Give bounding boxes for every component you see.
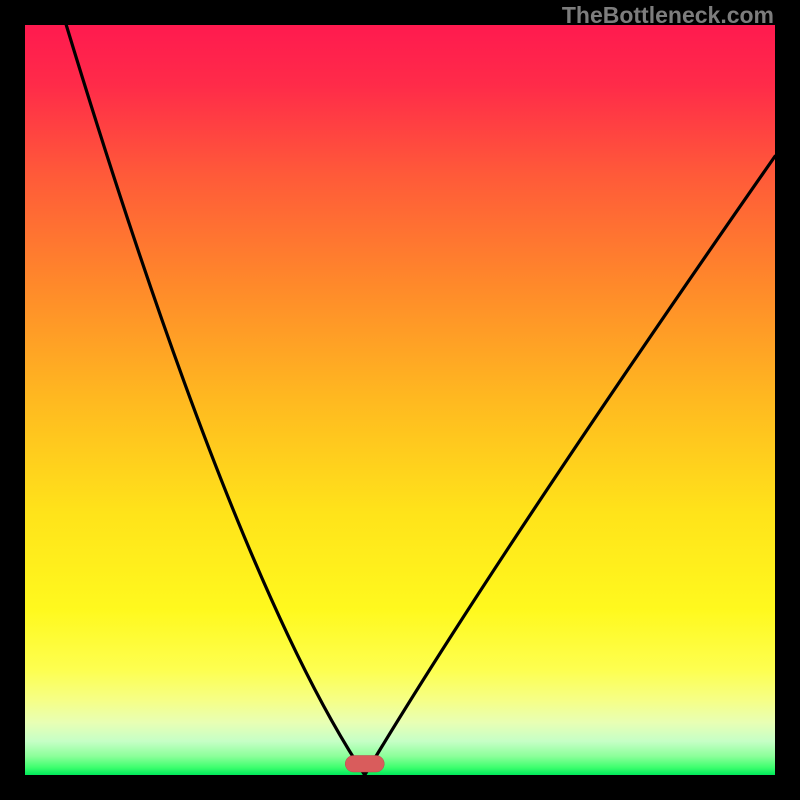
chart-svg	[25, 25, 775, 775]
watermark-text: TheBottleneck.com	[562, 2, 774, 29]
chart-background	[25, 25, 775, 775]
vertex-marker	[345, 756, 384, 773]
chart-plot-area	[25, 25, 775, 775]
